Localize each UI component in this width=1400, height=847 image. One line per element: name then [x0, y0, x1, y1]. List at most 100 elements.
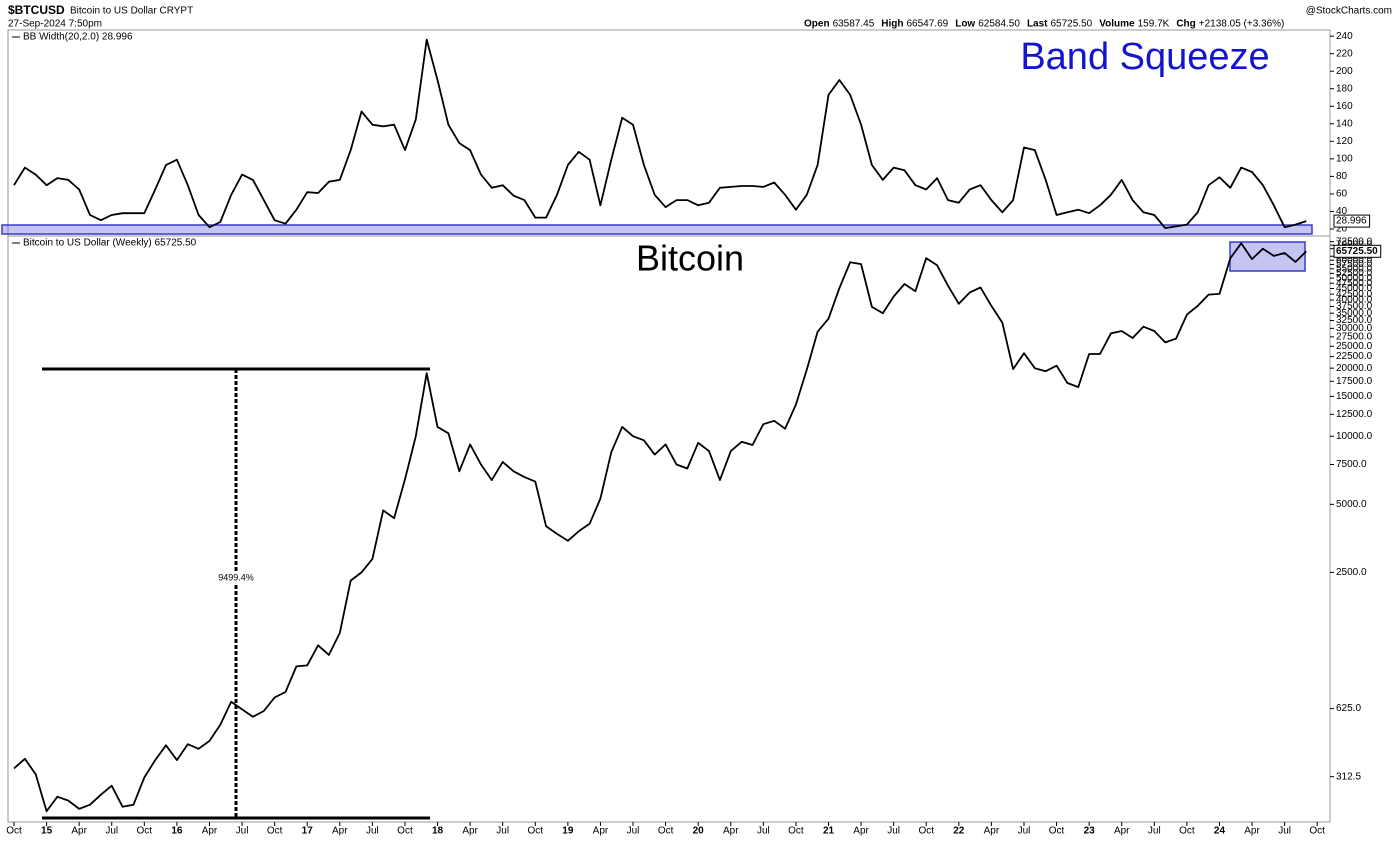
credit: @StockCharts.com — [1306, 6, 1392, 17]
y-tick-label: 140 — [1336, 118, 1353, 129]
y-tick-label: 15000.0 — [1336, 391, 1373, 402]
x-tick-label: Oct — [267, 826, 283, 837]
annotation: Band Squeeze — [1020, 36, 1269, 78]
y-tick-label: 60000.0 — [1336, 255, 1373, 266]
x-tick-label: 20 — [693, 826, 705, 837]
x-tick-label: Oct — [1309, 826, 1325, 837]
y-tick-label: 100 — [1336, 154, 1353, 165]
y-tick-label: 72500.0 — [1336, 236, 1373, 247]
x-tick-label: Oct — [6, 826, 22, 837]
x-tick-label: Jul — [366, 826, 379, 837]
y-tick-label: 120 — [1336, 136, 1353, 147]
annotation: Bitcoin — [636, 238, 744, 279]
y-tick-label: 20000.0 — [1336, 363, 1373, 374]
quote-value: 66547.69 — [907, 19, 949, 30]
range-box — [1229, 241, 1306, 272]
x-tick-label: 19 — [562, 826, 574, 837]
last-value-box — [1333, 214, 1371, 228]
quote-value: 65725.50 — [1051, 19, 1093, 30]
x-tick-label: Apr — [202, 826, 218, 837]
x-tick-label: Apr — [462, 826, 478, 837]
y-tick-label: 40 — [1336, 206, 1348, 217]
y-tick-label: 20 — [1336, 224, 1348, 235]
y-tick-label: 37500.0 — [1336, 301, 1373, 312]
panel-frame — [7, 235, 1331, 823]
timestamp: 27-Sep-2024 7:50pm — [8, 19, 102, 30]
y-tick-label: 160 — [1336, 101, 1353, 112]
legend: Bitcoin to US Dollar (Weekly) 65725.50 — [23, 238, 197, 249]
x-tick-label: Apr — [332, 826, 348, 837]
measure-label: 9499.4% — [218, 572, 254, 582]
y-tick-label: 60 — [1336, 189, 1348, 200]
symbol: $BTCUSD — [8, 3, 65, 17]
y-tick-label: 200 — [1336, 66, 1353, 77]
quote-value: 62584.50 — [978, 19, 1020, 30]
y-tick-label: 50000.0 — [1336, 273, 1373, 284]
x-tick-label: Jul — [627, 826, 640, 837]
y-tick-label: 312.5 — [1336, 771, 1361, 782]
x-tick-label: 23 — [1084, 826, 1096, 837]
squeeze-band — [1, 224, 1313, 235]
y-tick-label: 12500.0 — [1336, 409, 1373, 420]
quote-label: High — [881, 19, 903, 30]
y-tick-label: 30000.0 — [1336, 323, 1373, 334]
y-tick-label: 220 — [1336, 48, 1353, 59]
x-tick-label: Jul — [1148, 826, 1161, 837]
y-tick-label: 22500.0 — [1336, 351, 1373, 362]
legend: BB Width(20,2.0) 28.996 — [23, 32, 133, 43]
x-tick-label: Apr — [71, 826, 87, 837]
x-tick-label: Oct — [527, 826, 543, 837]
y-tick-label: 42500.0 — [1336, 289, 1373, 300]
x-tick-label: Jul — [496, 826, 509, 837]
x-tick-label: Oct — [658, 826, 674, 837]
measure-label-bg — [212, 571, 260, 584]
x-tick-label: 15 — [41, 826, 53, 837]
x-tick-label: Apr — [1244, 826, 1260, 837]
x-tick-label: Apr — [723, 826, 739, 837]
series-line — [13, 38, 1307, 229]
quote: Open 63587.45 High 66547.69 Low 62584.50 Last 6… — [804, 19, 1284, 30]
y-tick-label: 625.0 — [1336, 703, 1361, 714]
y-tick-label: 2500.0 — [1336, 567, 1367, 578]
quote-value: 63587.45 — [833, 19, 875, 30]
y-tick-label: 17500.0 — [1336, 376, 1373, 387]
quote-label: Chg — [1176, 19, 1195, 30]
y-tick-label: 52500.0 — [1336, 268, 1373, 279]
x-tick-label: Oct — [397, 826, 413, 837]
y-tick-label: 47500.0 — [1336, 278, 1373, 289]
x-tick-label: Oct — [788, 826, 804, 837]
x-tick-label: Jul — [105, 826, 118, 837]
quote-label: Low — [955, 19, 975, 30]
y-tick-label: 80 — [1336, 171, 1348, 182]
description: Bitcoin to US Dollar CRYPT — [70, 6, 193, 17]
y-tick-label: 35000.0 — [1336, 308, 1373, 319]
x-tick-label: Apr — [984, 826, 1000, 837]
x-tick-label: 17 — [302, 826, 314, 837]
series-line — [13, 242, 1307, 813]
y-tick-label: 55000.0 — [1336, 263, 1373, 274]
y-tick-label: 40000.0 — [1336, 295, 1373, 306]
x-tick-label: Oct — [137, 826, 153, 837]
last-value-box — [1333, 244, 1382, 258]
x-tick-label: Oct — [918, 826, 934, 837]
x-tick-label: 18 — [432, 826, 444, 837]
x-tick-label: Jul — [757, 826, 770, 837]
x-tick-label: Jul — [236, 826, 249, 837]
x-tick-label: Apr — [853, 826, 869, 837]
y-tick-label: 7500.0 — [1336, 459, 1367, 470]
quote-label: Open — [804, 19, 830, 30]
x-tick-label: Jul — [1018, 826, 1031, 837]
y-tick-label: 57500.0 — [1336, 259, 1373, 270]
y-tick-label: 27500.0 — [1336, 332, 1373, 343]
last-value-label: 28.996 — [1336, 216, 1367, 227]
x-tick-label: Apr — [1114, 826, 1130, 837]
quote-label: Volume — [1099, 19, 1135, 30]
x-tick-label: Oct — [1179, 826, 1195, 837]
y-tick-label: 180 — [1336, 83, 1353, 94]
x-tick-label: 22 — [953, 826, 965, 837]
y-tick-label: 45000.0 — [1336, 283, 1373, 294]
y-tick-label: 5000.0 — [1336, 499, 1367, 510]
x-tick-label: Jul — [1278, 826, 1291, 837]
